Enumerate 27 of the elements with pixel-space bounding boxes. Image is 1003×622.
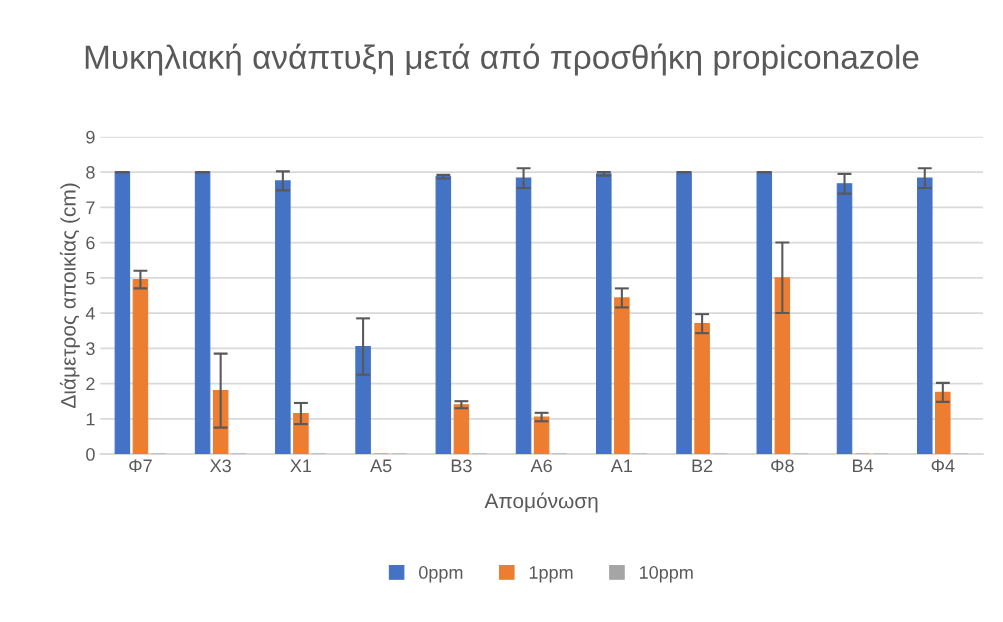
x-tick-label: Φ8 bbox=[771, 459, 794, 473]
x-tick-label: Χ1 bbox=[290, 459, 312, 473]
y-tick-label: 0 bbox=[86, 447, 95, 461]
chart-title: Μυκηλιακή ανάπτυξη μετά από προσθήκη propiconazole bbox=[85, 43, 919, 76]
legend-label: 1ppm bbox=[529, 566, 573, 583]
y-tick-label: 3 bbox=[86, 342, 95, 356]
y-tick-label: 8 bbox=[86, 166, 95, 179]
x-axis-title: Απομόνωση bbox=[484, 492, 598, 513]
x-tick-label: Α5 bbox=[370, 459, 392, 473]
x-tick-label: Β2 bbox=[692, 459, 713, 473]
legend-label: 10ppm bbox=[640, 566, 693, 583]
y-axis-title: Διάμετρος αποικίας (cm) bbox=[59, 183, 80, 408]
x-tick-label: Α1 bbox=[610, 459, 633, 473]
legend-label: 0ppm bbox=[419, 566, 463, 583]
x-tick-label: Χ3 bbox=[210, 459, 231, 473]
x-tick-label: Β4 bbox=[853, 459, 874, 473]
x-tick-label: Β3 bbox=[451, 459, 472, 473]
x-tick-label: Φ4 bbox=[931, 459, 955, 473]
x-tick-label: Α6 bbox=[530, 459, 552, 473]
y-tick-label: 1 bbox=[86, 412, 95, 426]
y-tick-label: 7 bbox=[86, 201, 95, 214]
y-tick-label: 6 bbox=[86, 236, 95, 250]
x-tick-label: Φ7 bbox=[129, 459, 152, 473]
y-tick-label: 9 bbox=[86, 130, 95, 144]
y-tick-label: 2 bbox=[86, 377, 95, 391]
y-tick-label: 5 bbox=[86, 271, 95, 285]
y-tick-label: 4 bbox=[85, 307, 95, 320]
